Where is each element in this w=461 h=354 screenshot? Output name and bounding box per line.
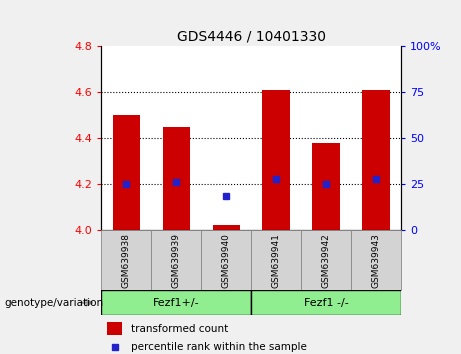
Text: genotype/variation: genotype/variation	[5, 298, 104, 308]
FancyBboxPatch shape	[301, 230, 351, 290]
Bar	[107, 322, 122, 335]
FancyBboxPatch shape	[251, 230, 301, 290]
Bar	[313, 143, 340, 230]
Text: GSM639941: GSM639941	[272, 233, 281, 288]
FancyBboxPatch shape	[201, 230, 251, 290]
Bar	[262, 90, 290, 230]
Text: transformed count: transformed count	[131, 324, 229, 333]
FancyBboxPatch shape	[101, 290, 251, 315]
Bar	[163, 126, 190, 230]
Text: Fezf1+/-: Fezf1+/-	[153, 298, 200, 308]
FancyBboxPatch shape	[251, 290, 401, 315]
Title: GDS4446 / 10401330: GDS4446 / 10401330	[177, 29, 326, 44]
FancyBboxPatch shape	[151, 230, 201, 290]
Text: GSM639943: GSM639943	[372, 233, 381, 288]
Bar	[362, 90, 390, 230]
Text: Fezf1 -/-: Fezf1 -/-	[304, 298, 349, 308]
Text: GSM639939: GSM639939	[172, 233, 181, 288]
Text: percentile rank within the sample: percentile rank within the sample	[131, 342, 307, 352]
Text: GSM639938: GSM639938	[122, 233, 131, 288]
Bar	[213, 225, 240, 230]
Text: GSM639942: GSM639942	[322, 233, 331, 288]
Bar	[112, 115, 140, 230]
Text: GSM639940: GSM639940	[222, 233, 231, 288]
FancyBboxPatch shape	[351, 230, 401, 290]
FancyBboxPatch shape	[101, 230, 151, 290]
